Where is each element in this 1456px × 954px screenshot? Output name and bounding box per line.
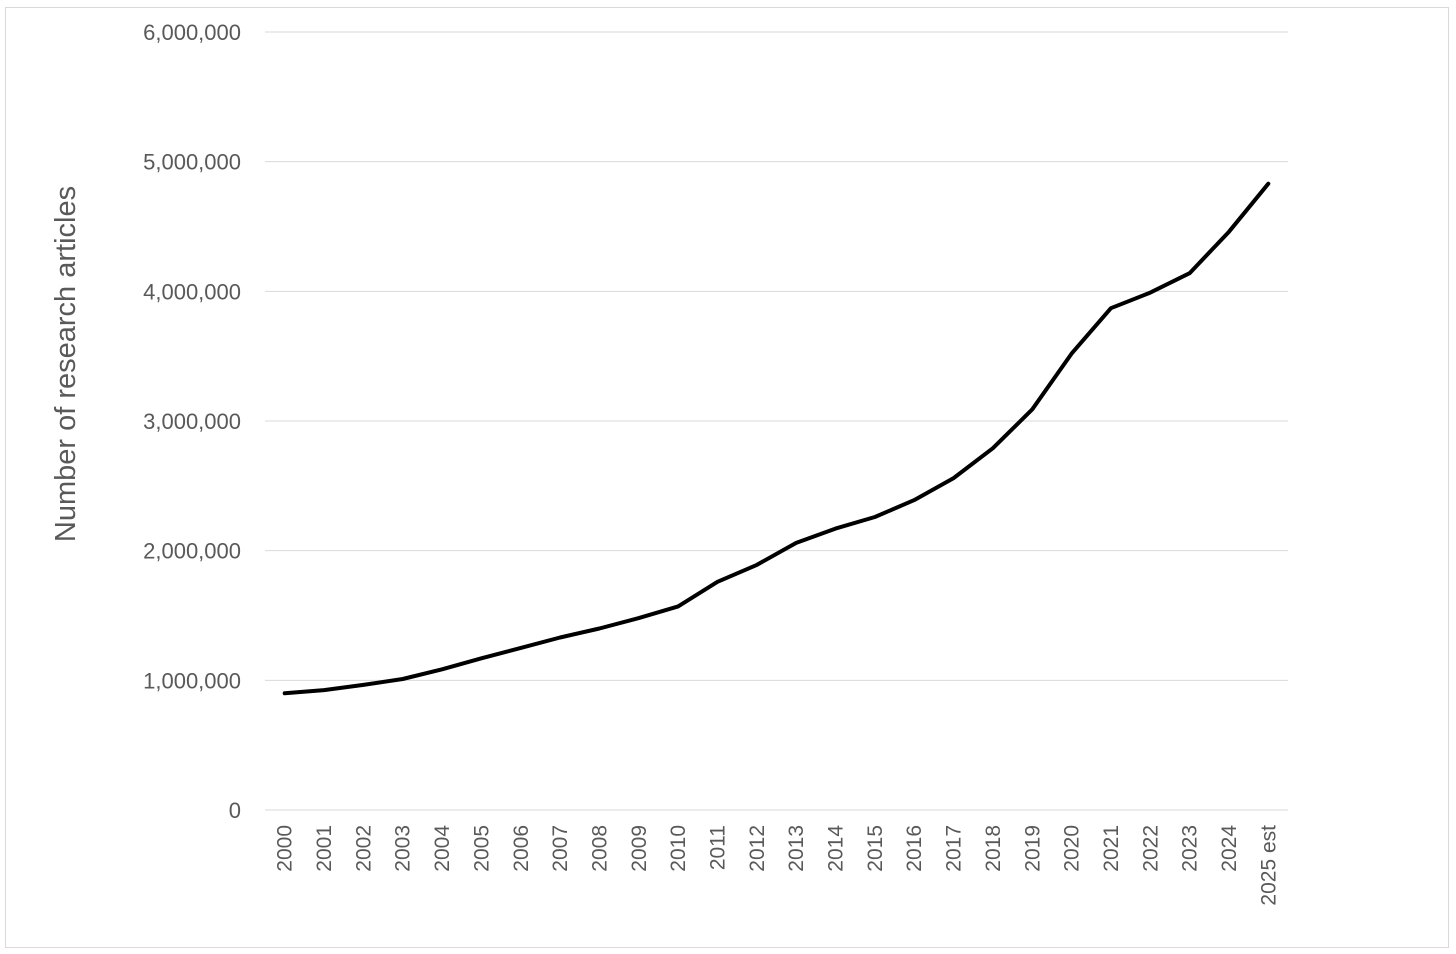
series-layer — [282, 181, 1271, 696]
x-tick-label: 2004 — [431, 825, 454, 872]
gridlines — [265, 31, 1288, 811]
y-tick-label: 1,000,000 — [143, 668, 241, 693]
x-tick-label: 2001 — [313, 825, 336, 872]
x-tick-label: 2015 — [864, 825, 887, 872]
series-line — [282, 181, 1271, 696]
x-tick-label: 2010 — [667, 825, 690, 872]
x-tick-label: 2024 — [1218, 825, 1241, 872]
chart-frame — [5, 7, 1449, 948]
x-tick-label: 2019 — [1021, 825, 1044, 872]
x-tick-label: 2013 — [785, 825, 808, 872]
y-axis-label: Number of research articles — [50, 186, 82, 542]
x-axis-ticks: 2000 2001 2002 2003 2004 2005 2006 2007 2008 2009… — [274, 825, 1281, 906]
y-axis-ticks: 0 1,000,000 2,000,000 3,000,000 4,000,000 5,0… — [143, 20, 241, 823]
y-tick-label: 5,000,000 — [143, 150, 241, 175]
x-tick-label: 2021 — [1100, 825, 1123, 872]
x-tick-label: 2007 — [549, 825, 572, 872]
y-tick-label: 3,000,000 — [143, 409, 241, 434]
x-tick-label: 2005 — [470, 825, 493, 872]
x-tick-label: 2003 — [392, 825, 415, 872]
y-tick-label: 4,000,000 — [143, 279, 241, 304]
x-tick-label: 2000 — [274, 825, 297, 872]
x-tick-label: 2025 est — [1257, 825, 1280, 906]
x-tick-label: 2006 — [510, 825, 533, 872]
y-tick-label: 0 — [229, 798, 241, 823]
x-tick-label: 2014 — [825, 825, 848, 872]
y-tick-label: 6,000,000 — [143, 20, 241, 45]
x-tick-label: 2020 — [1061, 825, 1084, 872]
x-tick-label: 2012 — [746, 825, 769, 872]
x-tick-label: 2023 — [1179, 825, 1202, 872]
y-tick-label: 2,000,000 — [143, 539, 241, 564]
x-tick-label: 2017 — [943, 825, 966, 872]
x-tick-label: 2008 — [588, 825, 611, 872]
x-tick-label: 2002 — [352, 825, 375, 872]
x-tick-label: 2009 — [628, 825, 651, 872]
x-tick-label: 2011 — [706, 825, 729, 870]
x-tick-label: 2018 — [982, 825, 1005, 872]
x-tick-label: 2016 — [903, 825, 926, 872]
x-tick-label: 2022 — [1139, 825, 1162, 872]
